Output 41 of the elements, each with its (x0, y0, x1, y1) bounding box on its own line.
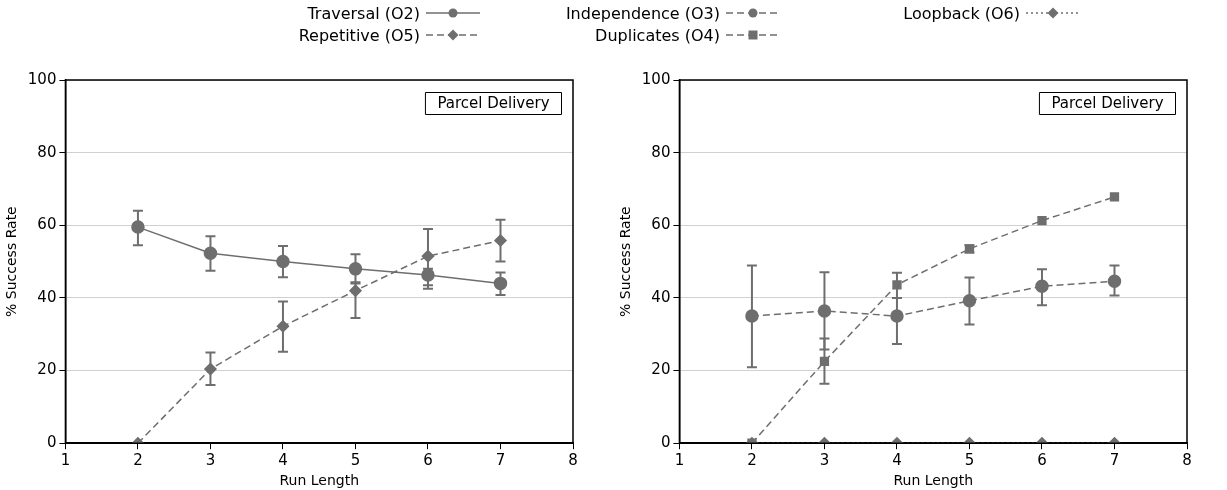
x-tick-label: 8 (1182, 451, 1192, 470)
y-tick-label: 40 (651, 287, 671, 306)
annotation: Parcel Delivery (1051, 93, 1164, 112)
x-tick-label: 4 (892, 451, 902, 470)
y-tick-label: 60 (37, 215, 57, 234)
x-axis-title: Run Length (279, 472, 360, 489)
legend-label: Independence (O3) (565, 3, 720, 23)
x-tick-label: 4 (278, 451, 288, 470)
x-tick-label: 5 (964, 451, 975, 470)
y-tick-label: 20 (37, 360, 57, 379)
legend-label: Repetitive (O5) (298, 25, 420, 45)
x-tick-label: 1 (60, 451, 71, 470)
y-tick-label: 20 (651, 360, 671, 379)
y-tick-label: 80 (37, 142, 57, 161)
y-axis-title: % Success Rate (3, 206, 20, 317)
annotation: Parcel Delivery (437, 93, 550, 112)
y-axis-title: % Success Rate (617, 206, 634, 317)
x-axis-title: Run Length (893, 472, 974, 489)
legend-label: Duplicates (O4) (595, 25, 720, 45)
x-tick-label: 2 (747, 451, 757, 470)
x-tick-label: 2 (133, 451, 143, 470)
y-tick-label: 0 (660, 433, 671, 452)
y-tick-label: 40 (37, 287, 57, 306)
y-tick-label: 60 (651, 215, 671, 234)
x-tick-label: 1 (674, 451, 685, 470)
x-tick-label: 3 (819, 451, 830, 470)
legend-label: Loopback (O6) (903, 3, 1020, 23)
y-tick-label: 0 (46, 433, 57, 452)
point (1109, 192, 1120, 202)
y-tick-label: 100 (27, 69, 57, 88)
x-tick-label: 7 (495, 451, 506, 470)
y-tick-label: 80 (651, 142, 671, 161)
x-tick-label: 7 (1109, 451, 1120, 470)
x-tick-label: 3 (205, 451, 216, 470)
point (1037, 215, 1047, 226)
x-tick-label: 8 (568, 451, 578, 470)
x-tick-label: 5 (350, 451, 361, 470)
x-tick-label: 6 (1037, 451, 1047, 470)
y-tick-label: 100 (641, 69, 671, 88)
legend-label: Traversal (O2) (307, 3, 420, 23)
x-tick-label: 6 (423, 451, 433, 470)
